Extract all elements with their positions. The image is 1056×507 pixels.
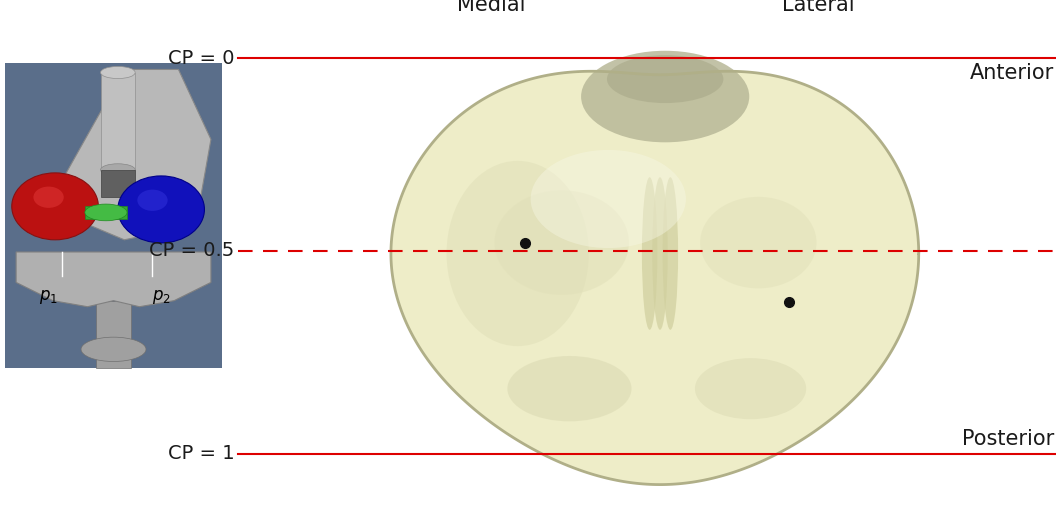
Ellipse shape — [642, 177, 658, 330]
Text: CP = 0: CP = 0 — [168, 49, 234, 68]
Text: CP = 1: CP = 1 — [168, 444, 234, 463]
Polygon shape — [86, 206, 127, 219]
Ellipse shape — [653, 177, 667, 330]
Ellipse shape — [530, 150, 686, 248]
Ellipse shape — [700, 197, 816, 288]
Bar — [100, 73, 135, 170]
Ellipse shape — [100, 164, 135, 176]
Ellipse shape — [662, 177, 678, 330]
Bar — [5, 63, 222, 368]
Ellipse shape — [494, 190, 629, 295]
Text: $p_2$: $p_2$ — [152, 288, 171, 307]
Ellipse shape — [118, 176, 205, 243]
Text: Lateral: Lateral — [782, 0, 854, 15]
Text: CP = 0.5: CP = 0.5 — [149, 241, 234, 261]
Ellipse shape — [507, 356, 631, 421]
Ellipse shape — [695, 358, 806, 419]
Ellipse shape — [81, 337, 146, 361]
Polygon shape — [59, 69, 211, 240]
Bar — [96, 301, 131, 368]
Text: Medial: Medial — [457, 0, 525, 15]
Ellipse shape — [100, 66, 135, 79]
Bar — [100, 170, 135, 197]
Text: Posterior: Posterior — [962, 429, 1054, 449]
Text: $p_1$: $p_1$ — [39, 288, 58, 307]
Ellipse shape — [581, 51, 750, 142]
Ellipse shape — [607, 55, 723, 103]
Polygon shape — [391, 71, 919, 485]
Ellipse shape — [12, 173, 98, 240]
Polygon shape — [16, 252, 211, 307]
Ellipse shape — [137, 190, 168, 211]
Text: Anterior: Anterior — [969, 63, 1054, 83]
Ellipse shape — [34, 187, 63, 208]
Ellipse shape — [84, 204, 127, 221]
Ellipse shape — [447, 161, 589, 346]
